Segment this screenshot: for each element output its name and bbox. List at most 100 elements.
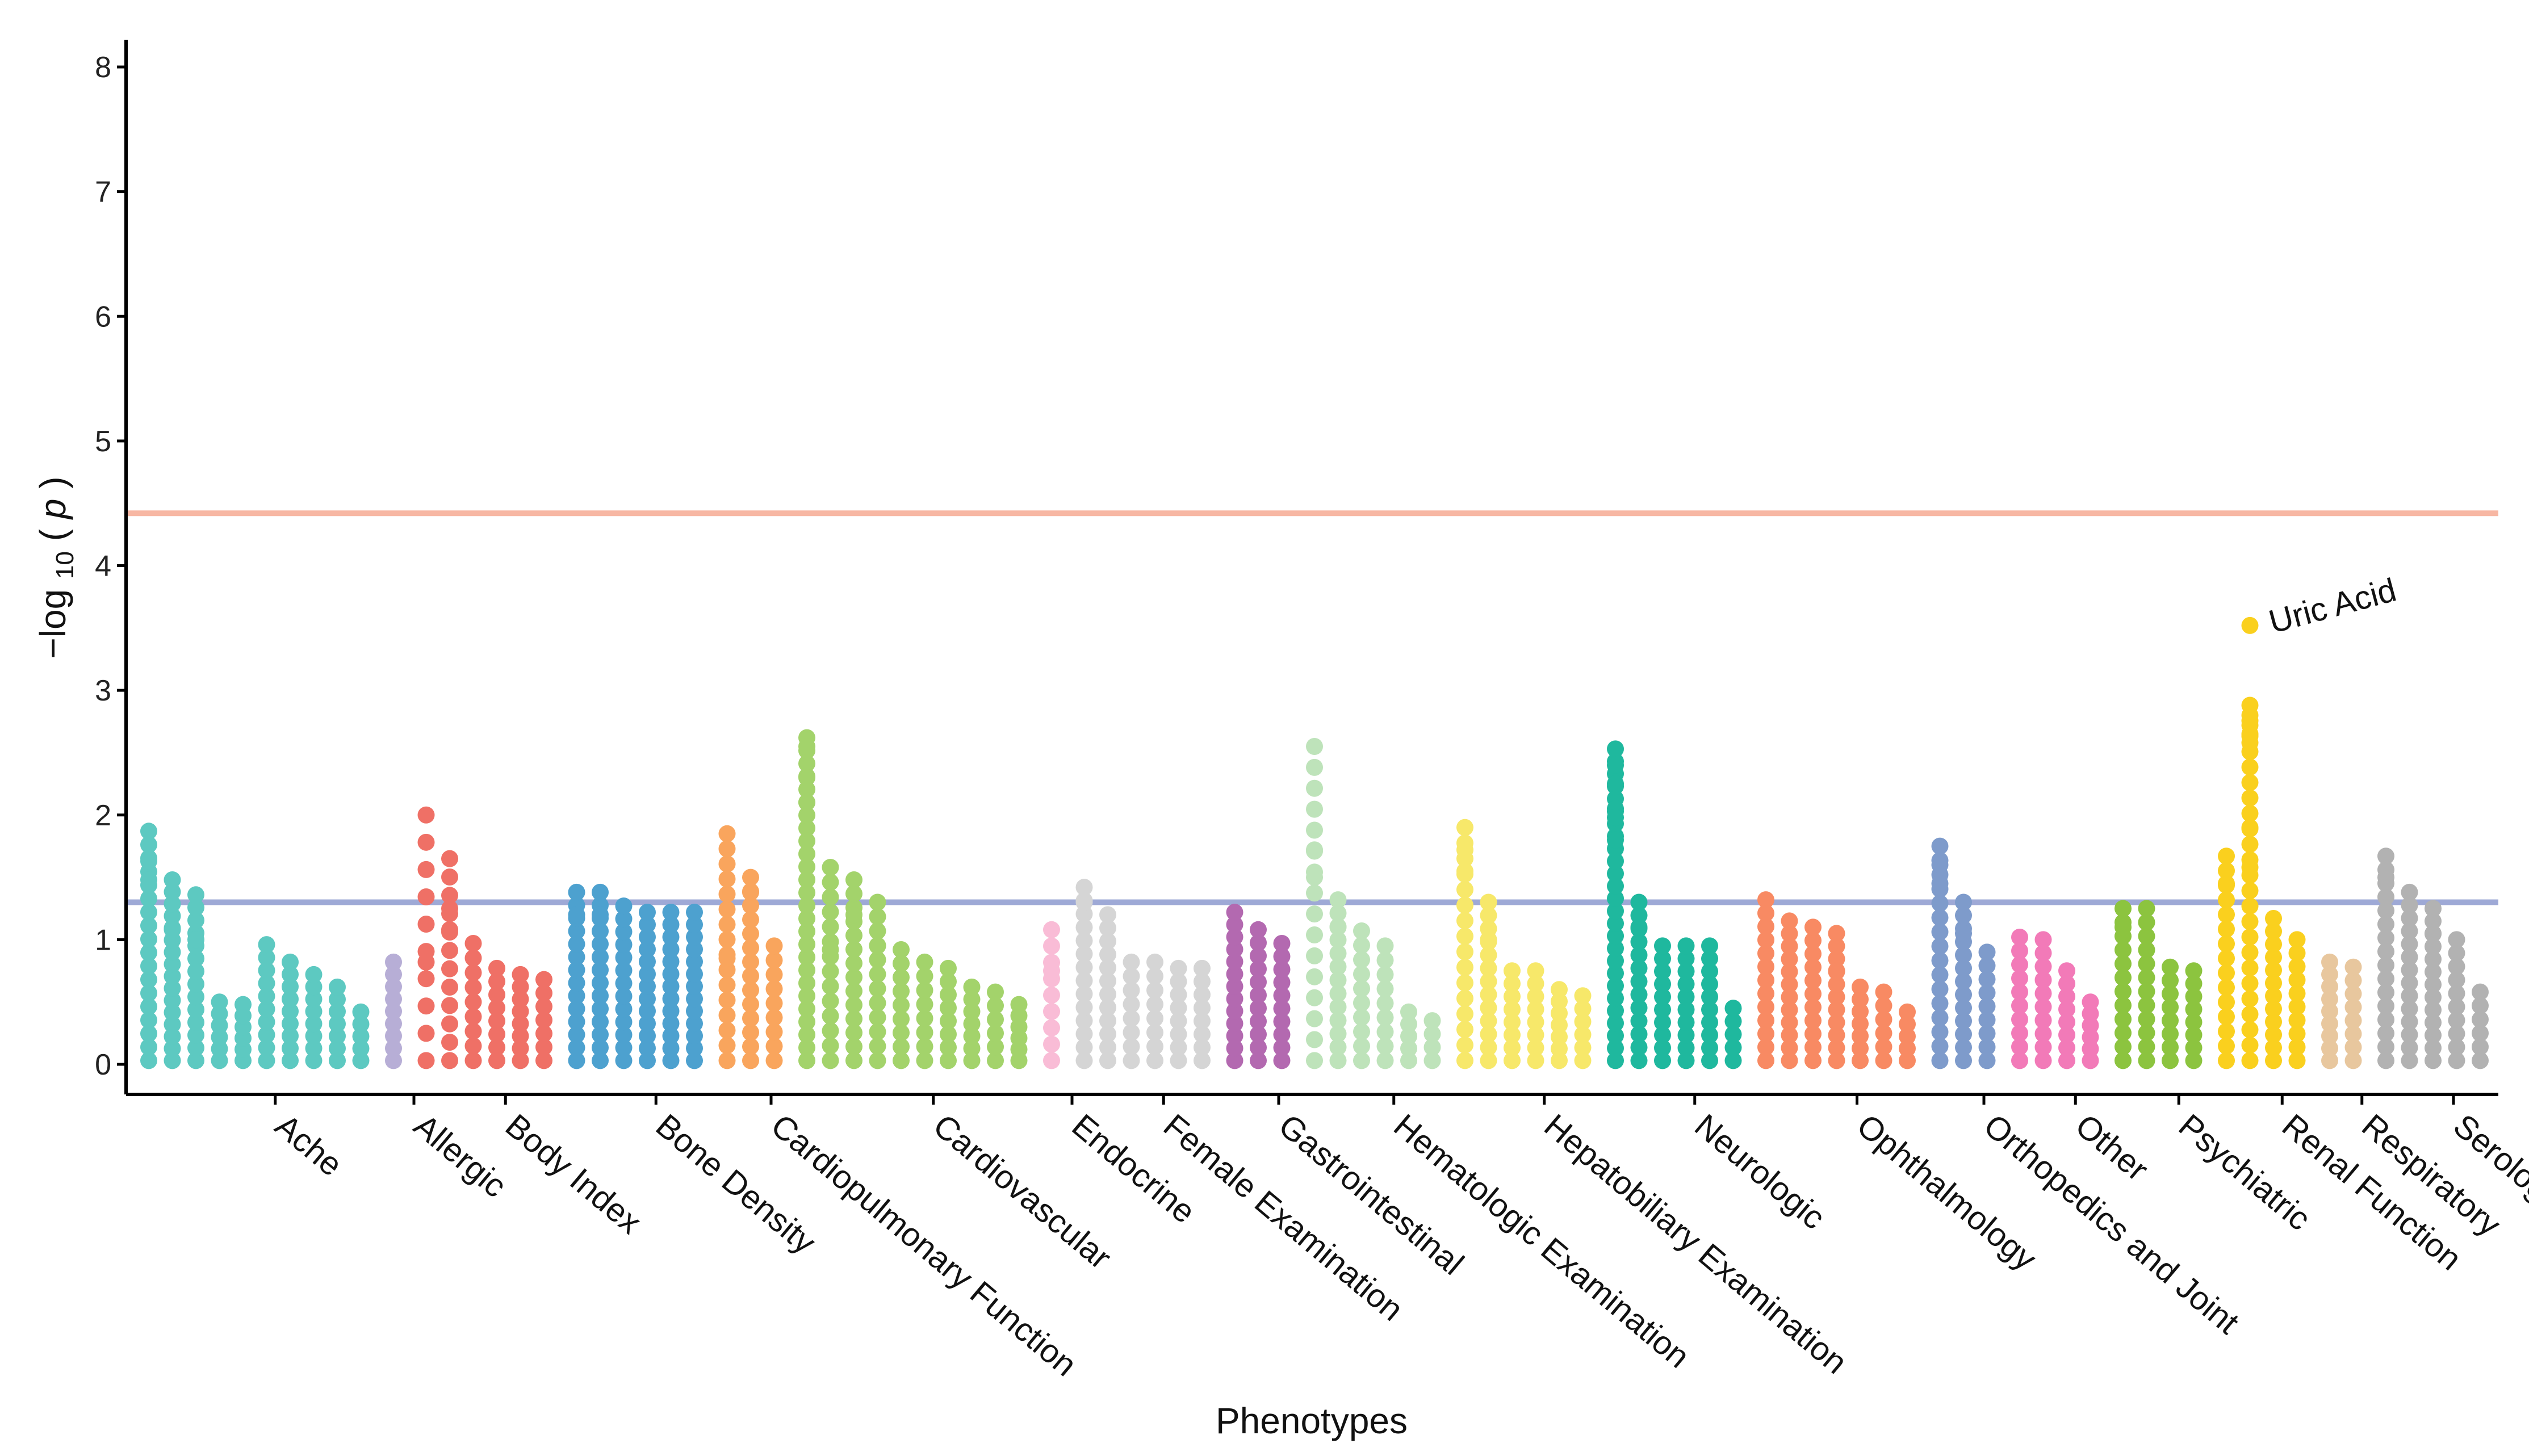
point-female-examination (1146, 967, 1163, 985)
point-cardiovascular (798, 935, 815, 953)
point-neurologic (1677, 1039, 1695, 1056)
point-neurologic (1630, 999, 1648, 1017)
point-cardiovascular (845, 968, 862, 986)
point-other (2034, 931, 2052, 949)
point-female-examination (1075, 985, 1093, 1002)
point-ophthalmology (1828, 937, 1845, 955)
point-hepatobiliary-examination (1574, 1013, 1592, 1030)
point-cardiovascular (798, 769, 815, 786)
point-cardiovascular (869, 937, 886, 955)
point-cardiovascular (798, 1013, 815, 1031)
point-body-index (441, 900, 458, 917)
point-hepatobiliary-examination (1527, 962, 1544, 980)
point-neurologic (1677, 1052, 1695, 1069)
point-ache (164, 967, 181, 985)
point-cardiovascular (987, 1025, 1004, 1042)
point-serologic-examination (2448, 958, 2465, 975)
point-renal-function (2265, 949, 2282, 966)
point-hepatobiliary-examination (1551, 1028, 1568, 1046)
point-bone-density (686, 1002, 703, 1020)
point-ache (329, 1039, 346, 1057)
point-respiratory (2321, 1002, 2338, 1020)
point-renal-function (2265, 962, 2282, 979)
point-renal-function (2241, 758, 2259, 776)
point-renal-function (2265, 922, 2282, 940)
point-neurologic (1607, 740, 1624, 758)
point-bone-density (639, 916, 656, 933)
point-renal-function (2218, 847, 2235, 865)
point-cardiovascular (893, 1010, 910, 1028)
point-bone-density (639, 928, 656, 946)
point-cardiopulmonary-function (765, 980, 783, 998)
point-cardiovascular (869, 1052, 886, 1069)
point-other (2034, 1038, 2052, 1056)
point-other (2011, 1038, 2028, 1056)
point-bone-density (615, 910, 633, 928)
point-ache (140, 1052, 157, 1069)
point-neurologic (1630, 959, 1648, 977)
point-ache (140, 903, 157, 921)
point-respiratory (2321, 1052, 2338, 1069)
point-other (2011, 1025, 2028, 1042)
point-bone-density (615, 1000, 633, 1018)
point-ophthalmology (1757, 904, 1774, 922)
point-renal-function (2265, 1026, 2282, 1043)
point-bone-density (592, 1026, 609, 1043)
point-renal-function (2288, 971, 2306, 989)
point-female-examination (1075, 998, 1093, 1016)
point-ache (140, 1025, 157, 1042)
point-renal-function (2241, 1021, 2259, 1038)
point-cardiovascular (845, 982, 862, 1000)
point-cardiopulmonary-function (742, 939, 759, 956)
point-female-examination (1170, 999, 1187, 1017)
point-hepatobiliary-examination (1551, 1004, 1568, 1022)
point-bone-density (592, 906, 609, 924)
point-serologic-examination (2425, 1052, 2442, 1069)
point-ache (258, 1039, 275, 1056)
point-cardiovascular (869, 1023, 886, 1040)
point-psychiatric (2185, 1039, 2203, 1056)
point-female-examination (1170, 1012, 1187, 1030)
point-respiratory (2344, 998, 2362, 1016)
point-female-examination (1099, 1039, 1116, 1056)
point-renal-function (2265, 1052, 2282, 1069)
point-cardiovascular (869, 908, 886, 925)
point-ophthalmology (1828, 1014, 1845, 1031)
point-neurologic (1607, 1014, 1624, 1032)
point-body-index (488, 1052, 505, 1069)
point-body-index (488, 1039, 505, 1056)
point-orthopedics-and-joint (1978, 957, 1996, 975)
point-cardiovascular (869, 980, 886, 997)
point-body-index (488, 959, 505, 977)
point-female-examination (1075, 1038, 1093, 1056)
point-ophthalmology (1804, 985, 1822, 1002)
point-neurologic (1677, 937, 1695, 955)
point-psychiatric (2138, 1024, 2155, 1042)
point-ophthalmology (1757, 891, 1774, 909)
point-body-index (512, 1002, 529, 1020)
point-cardiopulmonary-function (718, 1052, 736, 1069)
point-hepatobiliary-examination (1504, 1013, 1521, 1031)
point-gastrointestinal (1250, 1000, 1267, 1017)
point-hematologic-examination (1329, 1052, 1347, 1069)
point-ophthalmology (1781, 950, 1798, 968)
point-ache (164, 921, 181, 938)
point-ophthalmology (1757, 1038, 1774, 1056)
point-hematologic-examination (1400, 1039, 1417, 1057)
point-orthopedics-and-joint (1955, 986, 1972, 1004)
point-cardiovascular (798, 755, 815, 773)
point-gastrointestinal (1273, 974, 1291, 991)
point-neurologic (1607, 889, 1624, 907)
point-hematologic-examination (1400, 1003, 1417, 1021)
point-other (2011, 970, 2028, 987)
point-hematologic-examination (1329, 904, 1347, 922)
point-cardiovascular (893, 1038, 910, 1055)
point-other (2082, 1040, 2099, 1058)
point-hematologic-examination (1376, 1038, 1394, 1055)
point-neurologic (1630, 986, 1648, 1004)
point-body-index (441, 979, 458, 996)
point-cardiovascular (869, 922, 886, 940)
point-gastrointestinal (1273, 1013, 1291, 1030)
point-serologic-examination (2425, 950, 2442, 968)
point-cardiovascular (869, 1038, 886, 1055)
